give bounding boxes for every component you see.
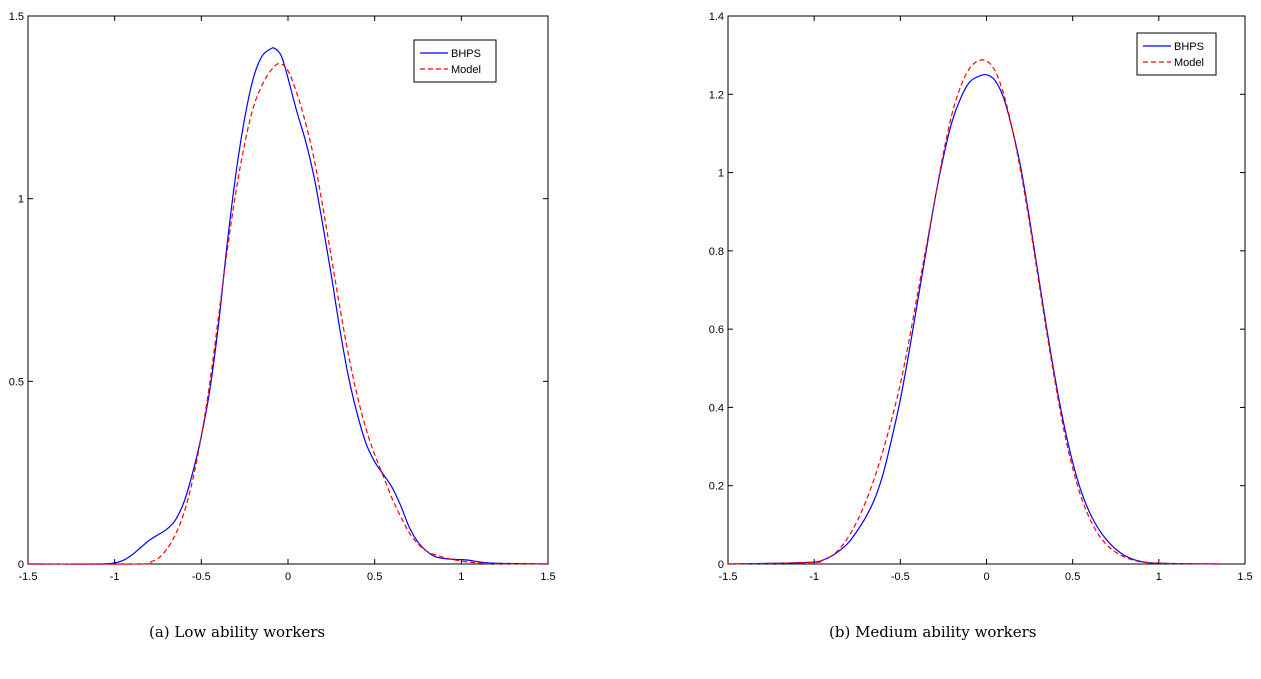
legend-label-bhps: BHPS xyxy=(451,48,481,60)
x-tick-label: 1 xyxy=(458,571,464,583)
legend: BHPS Model xyxy=(413,39,497,83)
y-tick-label: 0 xyxy=(718,559,724,571)
chart-medium-ability: -1.5 -1 -0.5 0 0.5 1 1.5 0 0.2 0.4 0.6 0.8 1 1.2 1.4 BH… xyxy=(709,11,1253,583)
legend-label-bhps: BHPS xyxy=(1174,41,1204,53)
legend-label-model: Model xyxy=(451,64,481,76)
legend-box xyxy=(413,39,497,83)
y-tick-label: 0.4 xyxy=(709,402,724,414)
y-tick-label: 0.5 xyxy=(9,376,24,388)
plot-frame xyxy=(727,15,1246,565)
x-tick-label: 0.5 xyxy=(367,571,382,583)
chart-low-ability: -1.5 -1 -0.5 0 0.5 1 1.5 0 0.5 1 1.5 BHPS Model xyxy=(9,11,556,583)
x-tick-label: 1.5 xyxy=(1237,571,1252,583)
caption-low-ability: (a) Low ability workers xyxy=(149,623,326,641)
legend-box xyxy=(1136,32,1217,76)
x-tick-label: -1 xyxy=(809,571,819,583)
y-tick-label: 0.2 xyxy=(709,481,724,493)
x-tick-label: -1.5 xyxy=(19,571,38,583)
y-tick-label: 1.2 xyxy=(709,89,724,101)
y-tick-label: 1 xyxy=(718,168,724,180)
x-tick-label: -1 xyxy=(110,571,120,583)
series-line-bhps xyxy=(727,73,1220,565)
plot-frame xyxy=(27,15,549,565)
y-tick-label: 0 xyxy=(18,559,24,571)
series-line-model xyxy=(27,62,549,565)
legend-label-model: Model xyxy=(1174,57,1204,69)
y-tick-label: 1.4 xyxy=(709,11,724,23)
y-tick-label: 0.8 xyxy=(709,246,724,258)
legend: BHPS Model xyxy=(1136,32,1217,76)
y-tick-label: 0.6 xyxy=(709,324,724,336)
series-line-bhps xyxy=(27,47,549,565)
x-tick-label: 0.5 xyxy=(1065,571,1080,583)
x-tick-label: -1.5 xyxy=(719,571,738,583)
y-tick-label: 1 xyxy=(18,194,24,206)
x-tick-label: 0 xyxy=(983,571,989,583)
x-tick-label: -0.5 xyxy=(192,571,211,583)
y-tick-label: 1.5 xyxy=(9,11,24,23)
x-tick-label: 1 xyxy=(1156,571,1162,583)
series-line-model xyxy=(727,59,1220,565)
x-tick-label: 0 xyxy=(285,571,291,583)
x-tick-label: -0.5 xyxy=(891,571,910,583)
x-tick-label: 1.5 xyxy=(540,571,555,583)
caption-medium-ability: (b) Medium ability workers xyxy=(829,623,1037,641)
